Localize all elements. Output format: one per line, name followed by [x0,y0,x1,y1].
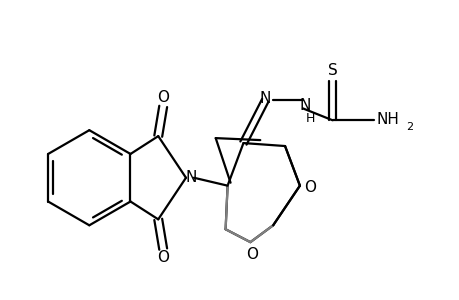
Text: N: N [259,91,270,106]
Text: H: H [305,112,315,125]
Text: 2: 2 [405,122,413,132]
Text: S: S [327,63,337,78]
Text: O: O [246,247,258,262]
Text: O: O [303,180,315,195]
Text: O: O [157,90,169,105]
Text: NH: NH [376,112,399,127]
Text: N: N [185,170,196,185]
Text: O: O [157,250,169,266]
Text: N: N [298,98,310,113]
